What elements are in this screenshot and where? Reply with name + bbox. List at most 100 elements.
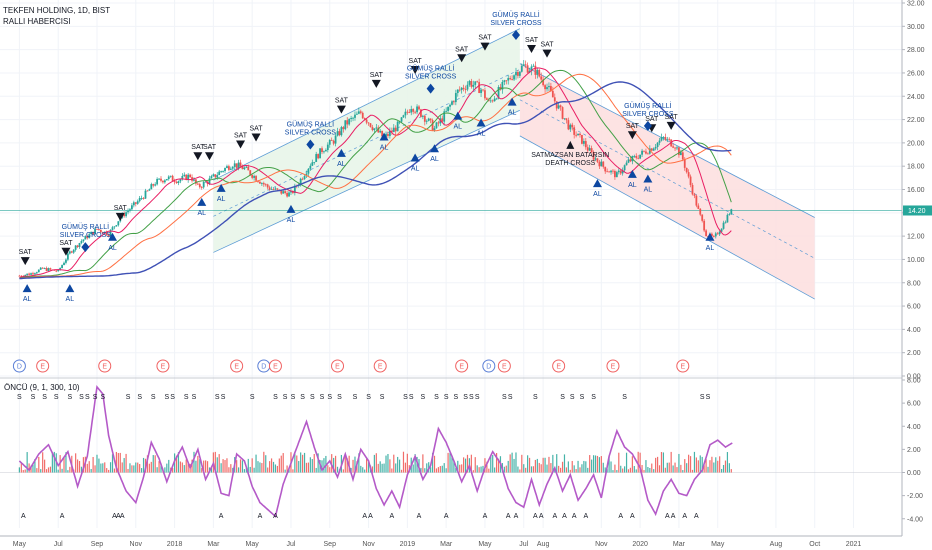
candle-up [288, 192, 290, 197]
candle-up [503, 80, 506, 82]
candle-up [326, 144, 329, 151]
candle-down [697, 205, 700, 209]
osc-bar [292, 469, 294, 473]
osc-bar [527, 455, 529, 473]
buy-signal-triangle [627, 169, 637, 178]
osc-bar [257, 461, 259, 473]
candle-down [32, 273, 34, 275]
channel-bottom-line-0 [213, 109, 521, 253]
osc-bar [447, 452, 449, 473]
earnings-marker [230, 359, 244, 373]
candle-up [183, 174, 186, 176]
osc-bar [177, 452, 180, 473]
candle-down [301, 178, 304, 180]
osc-bar [131, 465, 133, 473]
buy-signal-triangle [22, 284, 32, 293]
osc-bar [670, 451, 672, 473]
osc-sell-mark: S [126, 394, 131, 401]
candle-up [103, 231, 106, 234]
osc-bar [67, 470, 69, 473]
time-tick-label: Aug [537, 541, 550, 548]
moving-average-0 [19, 67, 732, 279]
candle-down [247, 166, 250, 171]
osc-bar [100, 463, 102, 473]
osc-bar [334, 455, 337, 473]
candle-up [299, 178, 302, 185]
buy-signal-label: AL [23, 296, 32, 303]
osc-bar [703, 465, 705, 473]
candle-down [437, 122, 440, 124]
buy-signal-label: AL [644, 187, 653, 194]
osc-bar [26, 452, 28, 473]
channel-top-line-0 [213, 28, 521, 181]
channel-bottom-line-1 [519, 135, 815, 300]
osc-bar [428, 462, 430, 473]
osc-bar [220, 463, 222, 473]
candle-down [464, 89, 467, 90]
candle-down [561, 107, 564, 119]
candle-down [338, 131, 341, 136]
osc-bar [218, 454, 220, 473]
osc-bar [666, 462, 668, 473]
candle-up [385, 134, 387, 138]
buy-signal-triangle [336, 148, 346, 157]
osc-sell-mark: S [570, 394, 575, 401]
osc-bar [53, 451, 55, 473]
buy-signal-triangle [705, 232, 715, 241]
candle-down [441, 118, 444, 122]
candle-up [722, 222, 725, 229]
osc-bar [47, 467, 50, 473]
candle-up [536, 69, 539, 75]
osc-buy-mark: A [552, 513, 557, 520]
osc-bar [24, 469, 26, 473]
osc-bar [414, 454, 416, 473]
osc-bar [342, 469, 344, 473]
earnings-marker [156, 359, 170, 373]
candle-up [43, 268, 46, 269]
candle-down [152, 184, 155, 186]
osc-bar [705, 459, 707, 473]
candle-up [204, 181, 207, 183]
osc-bar [538, 462, 540, 473]
candle-down [699, 208, 702, 215]
osc-bar [150, 461, 152, 473]
candle-up [410, 109, 413, 113]
osc-bar [129, 463, 131, 473]
osc-bar [620, 465, 622, 473]
osc-bar [600, 456, 602, 473]
sell-signal-triangle [236, 140, 246, 149]
osc-bar [480, 466, 482, 473]
candle-up [451, 101, 453, 105]
osc-tick-label: -4.00 [907, 516, 923, 523]
osc-tick-label: 2.00 [907, 447, 921, 454]
osc-bar [239, 459, 242, 473]
sell-signal-label: SAT [234, 133, 248, 140]
annotation-line: SILVER CROSS [622, 111, 674, 118]
osc-sell-mark: S [291, 394, 296, 401]
osc-bar [577, 460, 579, 473]
candle-down [462, 87, 465, 90]
candle-down [346, 120, 349, 125]
candle-down [414, 111, 417, 113]
osc-bar [327, 465, 329, 473]
osc-bar [44, 459, 46, 473]
sell-signal-label: SAT [59, 240, 73, 247]
osc-buy-mark: A [539, 513, 544, 520]
osc-buy-mark: A [60, 513, 65, 520]
osc-bar [431, 452, 434, 473]
osc-buy-mark: A [483, 513, 488, 520]
osc-bar [395, 463, 397, 473]
candle-down [579, 133, 581, 135]
osc-bar [300, 452, 302, 473]
candle-up [334, 135, 337, 144]
candle-up [181, 175, 184, 180]
time-tick-label: May [711, 541, 725, 548]
osc-bar [22, 470, 24, 473]
candle-up [224, 168, 226, 172]
osc-bar [641, 465, 643, 473]
osc-sell-mark: S [591, 394, 596, 401]
osc-sell-mark: S [192, 394, 197, 401]
osc-bar [32, 464, 34, 473]
candle-up [65, 259, 67, 263]
